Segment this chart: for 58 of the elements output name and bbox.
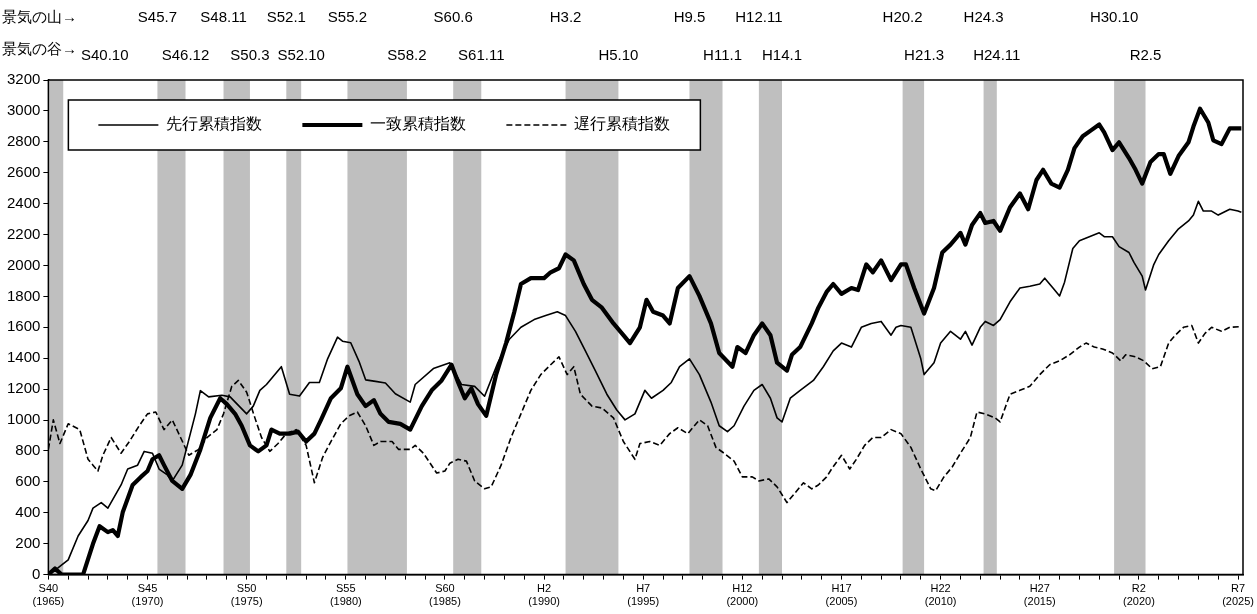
legend-label: 先行累積指数: [166, 115, 263, 133]
text: H21.3: [904, 46, 945, 64]
y-tick-label: 1200: [6, 379, 41, 397]
text: H24.3: [963, 8, 1004, 26]
y-tick-label: 2200: [6, 224, 41, 242]
y-tick-label: 2800: [6, 131, 41, 149]
text: 景気の谷→: [2, 40, 77, 58]
y-tick-label: 400: [15, 502, 41, 520]
x-tick-label: H22 (2010): [924, 582, 957, 608]
text: S58.2: [387, 46, 427, 64]
y-tick-label: 1600: [6, 317, 41, 335]
text: S52.1: [266, 8, 306, 26]
x-tick-label: R7 (2025): [1222, 582, 1254, 608]
text: S61.11: [458, 46, 505, 64]
text: S40.10: [81, 46, 129, 64]
x-tick-label: H7 (1995): [627, 582, 660, 608]
x-tick-label: S40 (1965): [32, 582, 65, 608]
y-tick-label: 1800: [6, 286, 41, 304]
y-tick-label: 1400: [6, 348, 41, 366]
text: S60.6: [433, 8, 473, 26]
x-tick-label: H17 (2005): [825, 582, 858, 608]
y-tick-label: 2400: [6, 193, 41, 211]
text: H9.5: [673, 8, 706, 26]
x-tick-label: S55 (1980): [329, 582, 362, 608]
text: 景気の山→: [2, 8, 77, 26]
x-tick-label: S50 (1975): [230, 582, 263, 608]
x-tick-label: S45 (1970): [131, 582, 164, 608]
text: H30.10: [1089, 8, 1139, 26]
y-tick-label: 3200: [6, 70, 41, 88]
legend-label: 一致累積指数: [370, 115, 467, 133]
text: S45.7: [137, 8, 178, 26]
text: H14.1: [761, 46, 803, 64]
text: S50.3: [230, 46, 270, 64]
text: H20.2: [882, 8, 923, 26]
legend-label: 遅行累積指数: [574, 115, 671, 133]
y-tick-label: 200: [15, 533, 41, 551]
y-tick-label: 0: [32, 564, 41, 582]
text: H12.11: [735, 8, 783, 26]
text: S55.2: [327, 8, 368, 26]
text: S48.11: [200, 8, 247, 26]
text: S46.12: [161, 46, 210, 64]
y-tick-label: 1000: [6, 410, 41, 428]
y-tick-label: 2600: [6, 162, 41, 180]
text: H5.10: [598, 46, 639, 64]
x-tick-label: H2 (1990): [528, 582, 560, 608]
x-tick-label: H27 (2015): [1023, 582, 1056, 608]
text: S52.10: [277, 46, 325, 64]
y-tick-label: 2000: [6, 255, 41, 273]
text: H11.1: [703, 46, 742, 64]
text: H24.11: [973, 46, 1021, 64]
y-tick-label: 600: [15, 472, 41, 489]
text: R2.5: [1129, 46, 1162, 64]
y-tick-label: 3000: [6, 101, 41, 119]
x-tick-label: H12 (2000): [726, 582, 759, 608]
x-tick-label: R2 (2020): [1123, 582, 1155, 608]
y-tick-label: 800: [15, 441, 41, 459]
text: H3.2: [549, 8, 582, 26]
x-tick-label: S60 (1985): [429, 582, 461, 608]
